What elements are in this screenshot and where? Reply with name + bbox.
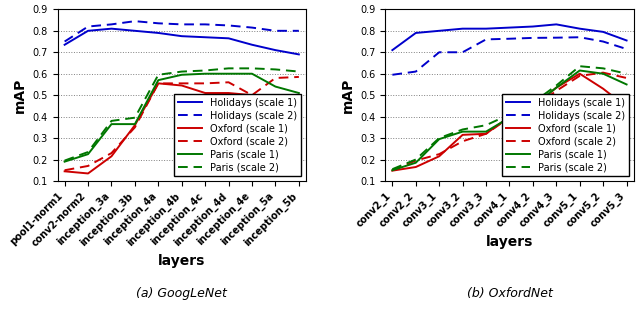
Text: (b) OxfordNet: (b) OxfordNet [467,286,552,300]
Legend: Holidays (scale 1), Holidays (scale 2), Oxford (scale 1), Oxford (scale 2), Pari: Holidays (scale 1), Holidays (scale 2), … [502,94,628,176]
Y-axis label: mAP: mAP [13,77,27,113]
X-axis label: layers: layers [486,235,533,249]
Text: (a) GoogLeNet: (a) GoogLeNet [136,286,227,300]
Y-axis label: mAP: mAP [340,77,355,113]
X-axis label: layers: layers [158,254,205,268]
Legend: Holidays (scale 1), Holidays (scale 2), Oxford (scale 1), Oxford (scale 2), Pari: Holidays (scale 1), Holidays (scale 2), … [174,94,301,176]
